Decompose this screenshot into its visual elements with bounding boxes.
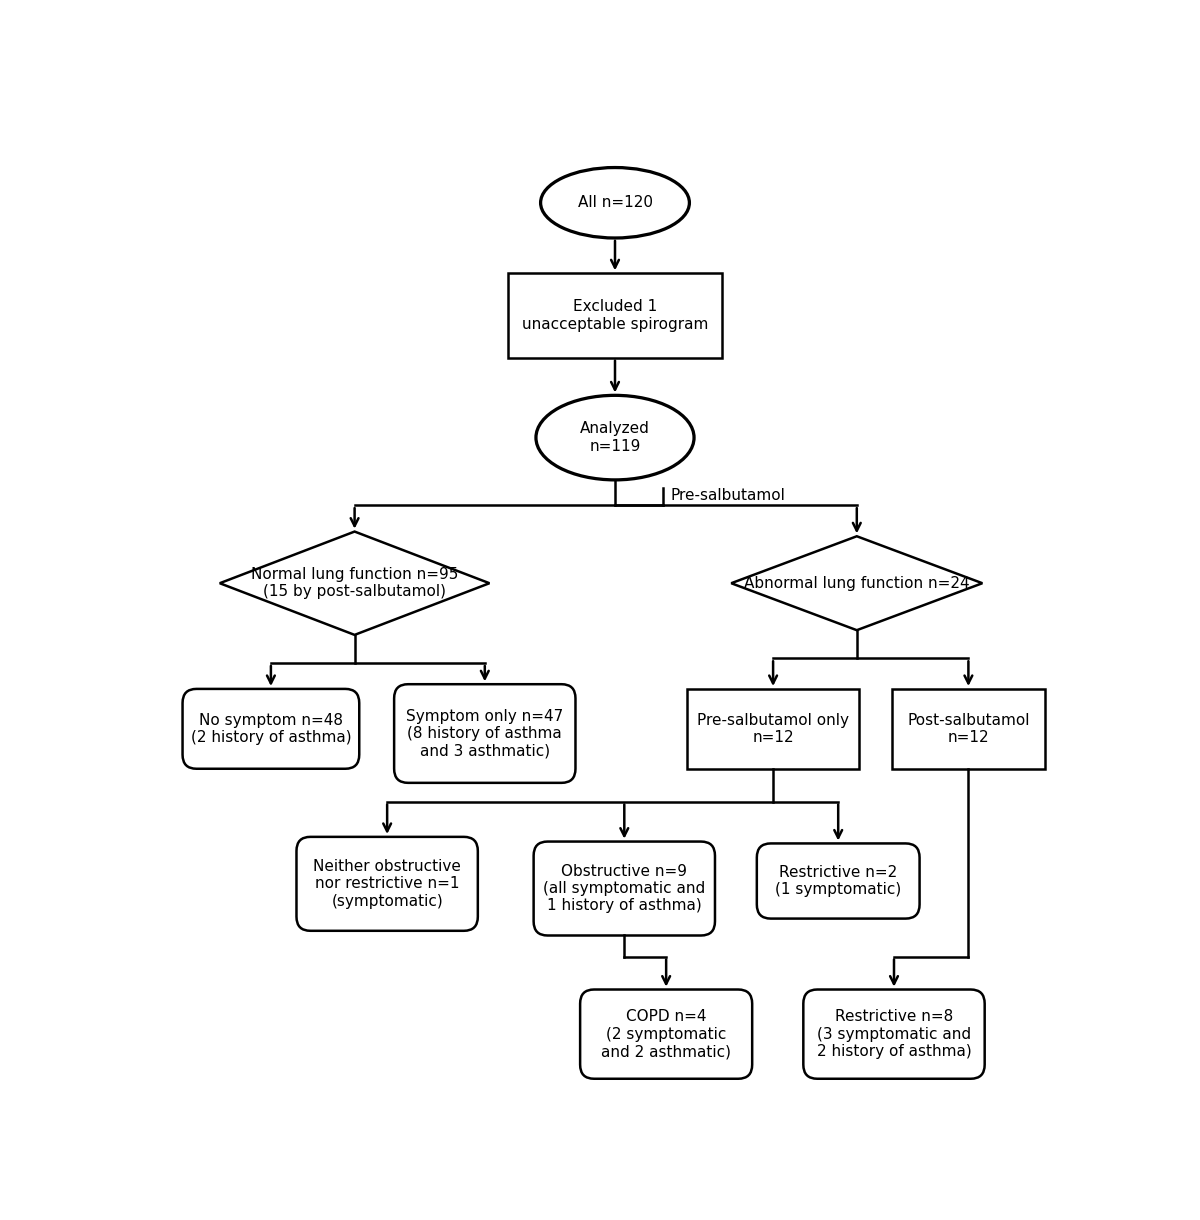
Text: Analyzed
n=119: Analyzed n=119 [580,421,650,454]
Text: Restrictive n=8
(3 symptomatic and
2 history of asthma): Restrictive n=8 (3 symptomatic and 2 his… [817,1009,971,1059]
Text: Symptom only n=47
(8 history of asthma
and 3 asthmatic): Symptom only n=47 (8 history of asthma a… [406,709,564,759]
Text: Excluded 1
unacceptable spirogram: Excluded 1 unacceptable spirogram [522,299,708,332]
Text: Pre-salbutamol only
n=12: Pre-salbutamol only n=12 [697,712,850,745]
Text: Obstructive n=9
(all symptomatic and
1 history of asthma): Obstructive n=9 (all symptomatic and 1 h… [544,864,706,914]
Text: All n=120: All n=120 [577,195,653,210]
Text: Neither obstructive
nor restrictive n=1
(symptomatic): Neither obstructive nor restrictive n=1 … [313,859,461,909]
Text: Abnormal lung function n=24: Abnormal lung function n=24 [744,576,970,590]
Text: Normal lung function n=95
(15 by post-salbutamol): Normal lung function n=95 (15 by post-sa… [251,567,458,599]
Text: Post-salbutamol
n=12: Post-salbutamol n=12 [907,712,1030,745]
Text: Restrictive n=2
(1 symptomatic): Restrictive n=2 (1 symptomatic) [775,865,901,897]
Text: No symptom n=48
(2 history of asthma): No symptom n=48 (2 history of asthma) [191,712,352,745]
Text: COPD n=4
(2 symptomatic
and 2 asthmatic): COPD n=4 (2 symptomatic and 2 asthmatic) [601,1009,731,1059]
Text: Pre-salbutamol: Pre-salbutamol [671,488,786,504]
